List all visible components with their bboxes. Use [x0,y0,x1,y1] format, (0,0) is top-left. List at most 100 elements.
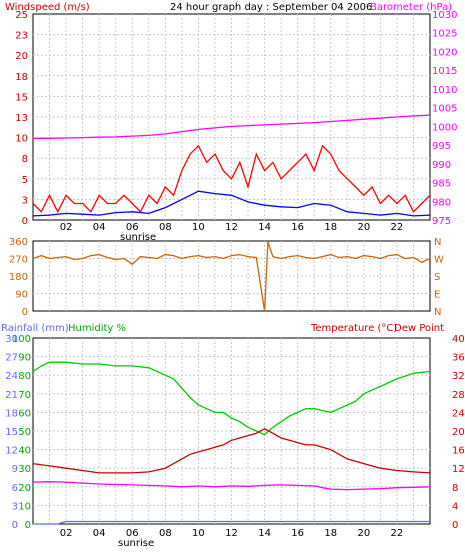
rain-series-line [33,520,430,525]
rain-tick-label: 9 [12,464,18,475]
wind-barometer-panel: Windspeed (m/s) 24 hour graph day : Sept… [5,2,457,243]
dir-right-tick-label: N [434,307,441,318]
wind-x-axis-ticks: 02 04 06 08 10 12 14 16 18 20 22 [60,222,404,233]
temperature-tick-label: 20 [452,427,465,438]
wind-right-axis-ticks: 1030 1025 1020 1015 1010 1005 1000 995 990 985 980… [432,10,457,227]
temperature-humidity-panel: Rainfall (mm) Humidity % Temperature (°C… [1,323,465,549]
dir-left-axis-ticks: 360 270 180 90 0 [9,237,28,318]
rain-tick-label: 0 [12,520,18,531]
x-tick-label: 04 [93,528,106,539]
x-tick-label: 18 [324,222,337,233]
rain-tick-label: 15 [5,427,18,438]
dir-left-tick-label: 90 [15,290,28,301]
x-tick-label: 16 [291,222,304,233]
humidity-tick-label: 90 [18,353,31,364]
x-tick-label: 02 [60,222,73,233]
temperature-tick-label: 12 [452,464,465,475]
x-tick-label: 02 [60,528,73,539]
dir-left-tick-label: 360 [9,237,28,248]
baro-right-tick-label: 995 [432,141,451,152]
x-tick-label: 14 [258,528,271,539]
wind-left-tick-label: 15 [15,92,28,103]
hum-series-line [32,361,431,436]
baro-right-tick-label: 1000 [432,122,457,133]
temperature-tick-label: 32 [452,371,465,382]
dir-right-tick-label: N [434,237,441,248]
temperature-tick-label: 40 [452,334,465,345]
wind-series [32,114,431,217]
humidity-tick-label: 20 [18,483,31,494]
x-tick-label: 10 [192,222,205,233]
x-tick-label: 06 [126,222,139,233]
dewpoint-axis-title: Dew Point [394,323,444,334]
wind-left-tick-label: 18 [15,72,28,83]
wind-sunrise-label: sunrise [120,232,156,243]
x-tick-label: 04 [93,222,106,233]
dir-right-tick-label: E [434,290,440,301]
humidity-axis-title: Humidity % [68,323,126,334]
x-tick-label: 22 [391,222,404,233]
rain-tick-label: 6 [12,483,18,494]
baro-right-tick-label: 990 [432,160,451,171]
rain-tick-label: 24 [5,371,18,382]
wind-left-tick-label: 20 [15,51,28,62]
wind-plot-area [32,13,431,221]
x-tick-label: 20 [357,528,370,539]
baro-right-tick-label: 975 [432,216,451,227]
direction-series-line [32,241,431,312]
baro-right-tick-label: 1015 [432,66,457,77]
wind-left-tick-label: 25 [15,10,28,21]
temperature-tick-label: 36 [452,353,465,364]
baro-right-tick-label: 1010 [432,85,457,96]
wind-left-tick-label: 23 [15,31,28,42]
x-tick-label: 18 [324,528,337,539]
temperature-tick-label: 24 [452,408,465,419]
temperature-tick-label: 4 [452,501,458,512]
wind-right-axis-title: Barometer (hPa) [370,2,452,13]
gust-series-line [32,144,431,214]
rain-axis-title: Rainfall (mm) [1,323,69,334]
x-tick-label: 22 [391,528,404,539]
wind-left-axis-title: Windspeed (m/s) [5,2,90,13]
temp-series-line [32,427,431,474]
x-tick-label: 14 [258,222,271,233]
humidity-tick-label: 50 [18,427,31,438]
rain-tick-label: 12 [5,446,18,457]
temperature-tick-label: 28 [452,390,465,401]
humidity-tick-label: 80 [18,371,31,382]
baro-right-tick-label: 1025 [432,29,457,40]
baro-right-tick-label: 985 [432,179,451,190]
temperature-tick-label: 16 [452,446,465,457]
wind-left-tick-label: 3 [22,195,28,206]
humidity-tick-label: 0 [25,520,31,531]
baro-right-tick-label: 1020 [432,47,457,58]
temperature-tick-label: 0 [452,520,458,531]
x-tick-label: 08 [159,528,172,539]
baro-right-tick-label: 980 [432,197,451,208]
dew-series-line [32,481,431,491]
humidity-tick-label: 40 [18,446,31,457]
baro-right-tick-label: 1030 [432,10,457,21]
x-tick-label: 08 [159,222,172,233]
dir-right-tick-label: S [434,272,440,283]
humidity-tick-label: 10 [18,501,31,512]
rain-tick-label: 21 [5,390,18,401]
x-tick-label: 06 [126,528,139,539]
humidity-tick-label: 30 [18,464,31,475]
wind-left-tick-label: 0 [22,216,28,227]
wind-left-tick-label: 5 [22,175,28,186]
baro-series-line [33,114,431,139]
humidity-tick-label: 60 [18,408,31,419]
x-tick-label: 12 [225,222,238,233]
x-tick-label: 20 [357,222,370,233]
avg-series-line [32,190,431,217]
dir-left-tick-label: 180 [9,272,28,283]
rain-tick-label: 30 [5,334,18,345]
wind-left-tick-label: 13 [15,113,28,124]
